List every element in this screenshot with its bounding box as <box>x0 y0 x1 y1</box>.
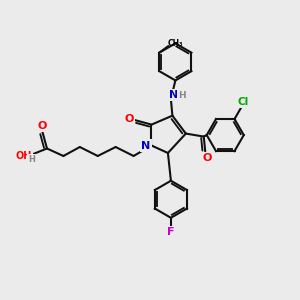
Text: Cl: Cl <box>238 97 249 107</box>
Text: N: N <box>142 140 151 151</box>
Text: F: F <box>167 227 175 237</box>
Text: CH₃: CH₃ <box>167 39 183 48</box>
Text: O: O <box>124 114 134 124</box>
Text: OH: OH <box>16 151 32 161</box>
Text: N: N <box>169 90 178 100</box>
Text: H: H <box>178 91 186 100</box>
Text: H: H <box>28 155 35 164</box>
Text: O: O <box>202 153 211 163</box>
Text: O: O <box>38 121 47 130</box>
